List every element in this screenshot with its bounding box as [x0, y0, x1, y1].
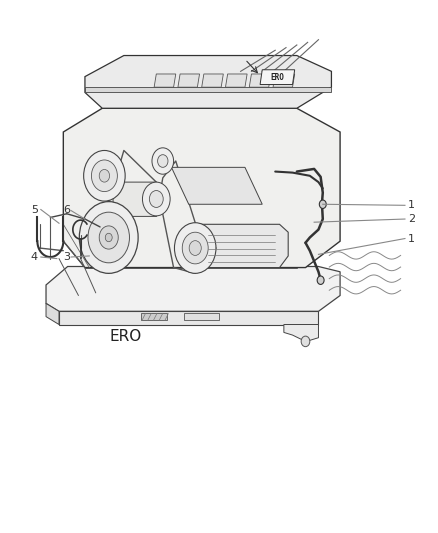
- Circle shape: [319, 200, 326, 208]
- Polygon shape: [85, 87, 332, 92]
- Polygon shape: [178, 74, 200, 87]
- Text: 5: 5: [31, 205, 38, 215]
- Text: ERO: ERO: [271, 72, 285, 82]
- Text: 4: 4: [31, 252, 38, 262]
- Text: 6: 6: [63, 205, 70, 215]
- Text: 1: 1: [408, 200, 415, 211]
- Polygon shape: [202, 74, 223, 87]
- Circle shape: [99, 226, 118, 249]
- Polygon shape: [64, 108, 340, 268]
- Polygon shape: [260, 70, 295, 85]
- Polygon shape: [154, 74, 176, 87]
- Polygon shape: [226, 74, 247, 87]
- Circle shape: [158, 155, 168, 167]
- Circle shape: [79, 201, 138, 273]
- Text: 2: 2: [408, 214, 415, 224]
- Circle shape: [149, 191, 163, 207]
- Circle shape: [92, 160, 117, 191]
- Circle shape: [99, 169, 110, 182]
- Circle shape: [152, 148, 173, 174]
- Polygon shape: [284, 325, 318, 341]
- Polygon shape: [171, 167, 262, 204]
- Polygon shape: [141, 313, 167, 320]
- Circle shape: [301, 336, 310, 346]
- Polygon shape: [273, 74, 295, 87]
- Polygon shape: [46, 303, 59, 325]
- Circle shape: [189, 241, 201, 255]
- Circle shape: [105, 233, 112, 241]
- Circle shape: [174, 223, 216, 273]
- Polygon shape: [59, 311, 318, 325]
- Circle shape: [88, 212, 130, 263]
- Text: 1: 1: [408, 233, 415, 244]
- Text: ERO: ERO: [110, 329, 142, 344]
- Polygon shape: [85, 55, 332, 108]
- Polygon shape: [113, 182, 165, 216]
- Polygon shape: [249, 74, 271, 87]
- Circle shape: [142, 182, 170, 216]
- Circle shape: [182, 232, 208, 264]
- Text: 3: 3: [63, 252, 70, 262]
- Circle shape: [84, 150, 125, 201]
- Polygon shape: [46, 266, 340, 311]
- Polygon shape: [184, 313, 219, 320]
- Polygon shape: [191, 224, 288, 268]
- Circle shape: [317, 276, 324, 285]
